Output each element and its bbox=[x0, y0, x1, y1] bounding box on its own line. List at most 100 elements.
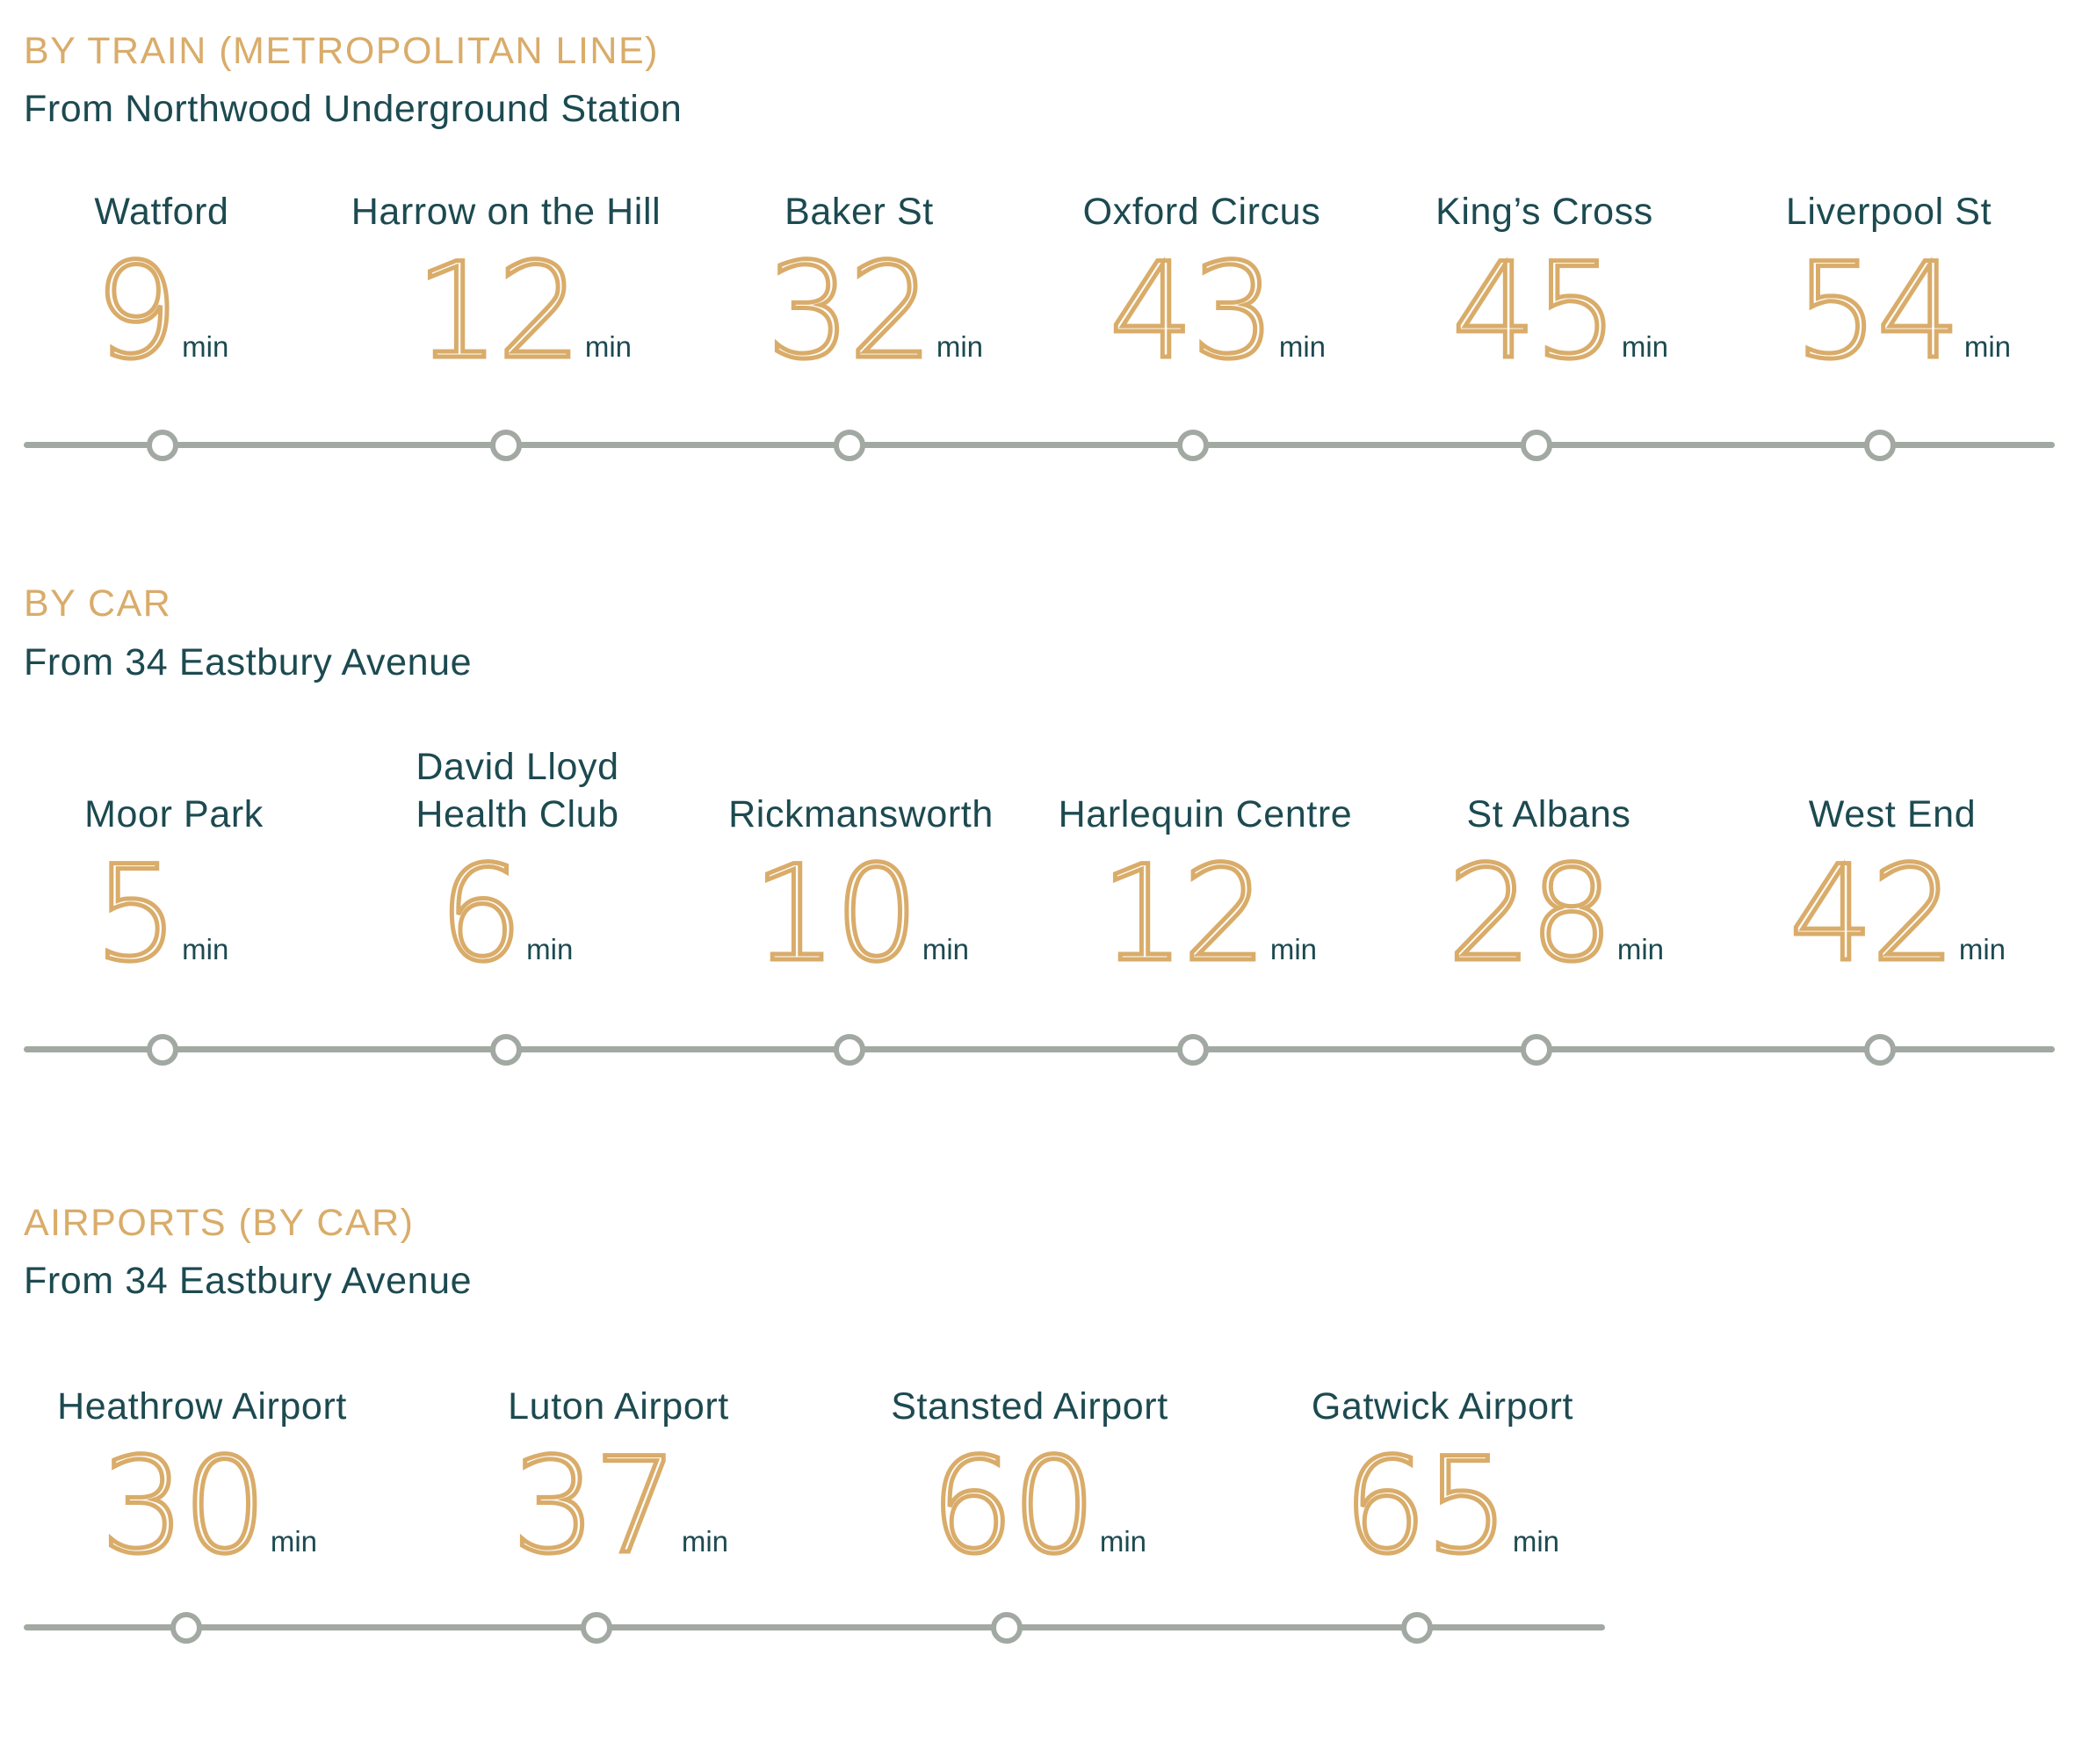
minutes-value: 10 bbox=[750, 838, 921, 991]
train-stop-watford: Watford bbox=[0, 176, 334, 235]
stop-name: David Lloyd Health Club bbox=[416, 746, 619, 835]
stop-name: Baker St bbox=[784, 191, 934, 233]
car-stop-st-albans: St Albans bbox=[1377, 729, 1721, 838]
minutes-unit: min bbox=[681, 1525, 729, 1558]
minutes-unit: min bbox=[1963, 330, 2012, 363]
airport-stop-stansted: Stansted Airport bbox=[857, 1370, 1202, 1430]
route-node bbox=[1401, 1612, 1433, 1644]
minutes-value: 37 bbox=[510, 1430, 680, 1583]
car-stop-david-lloyd: David Lloyd Health Club bbox=[345, 729, 690, 838]
car-stop-harlequin-centre: Harlequin Centre bbox=[1033, 729, 1377, 838]
car-time-moor-park: 5 min bbox=[0, 847, 334, 983]
airport-time-heathrow: 30 min bbox=[37, 1439, 381, 1575]
minutes-value: 65 bbox=[1341, 1430, 1511, 1583]
stop-name: Rickmansworth bbox=[728, 793, 994, 835]
stop-name: Stansted Airport bbox=[891, 1385, 1168, 1428]
car-route-line bbox=[24, 1046, 2055, 1052]
route-node bbox=[147, 430, 178, 461]
car-stop-moor-park: Moor Park bbox=[2, 729, 346, 838]
train-stop-harrow: Harrow on the Hill bbox=[334, 176, 678, 235]
minutes-unit: min bbox=[1958, 933, 2006, 965]
stop-name: Gatwick Airport bbox=[1311, 1385, 1574, 1428]
minutes-unit: min bbox=[936, 330, 984, 363]
minutes-value: 6 bbox=[437, 838, 524, 991]
minutes-value: 30 bbox=[98, 1430, 269, 1583]
train-stop-oxford-circus: Oxford Circus bbox=[1030, 176, 1374, 235]
stop-name: Heathrow Airport bbox=[57, 1385, 347, 1428]
route-node bbox=[170, 1612, 202, 1644]
minutes-unit: min bbox=[270, 1525, 318, 1558]
car-time-harlequin-centre: 12 min bbox=[1037, 847, 1381, 983]
minutes-unit: min bbox=[1512, 1525, 1560, 1558]
route-node bbox=[1864, 430, 1896, 461]
stop-name: Luton Airport bbox=[508, 1385, 729, 1428]
minutes-unit: min bbox=[182, 933, 229, 965]
train-stop-kings-cross: King’s Cross bbox=[1372, 176, 1717, 235]
minutes-value: 12 bbox=[413, 235, 583, 388]
car-stop-rickmansworth: Rickmansworth bbox=[689, 729, 1033, 838]
stop-name: West End bbox=[1808, 793, 1977, 835]
route-node bbox=[991, 1612, 1023, 1644]
minutes-value: 54 bbox=[1792, 235, 1963, 388]
minutes-value: 12 bbox=[1098, 838, 1269, 991]
train-route-line bbox=[24, 442, 2055, 448]
minutes-unit: min bbox=[1099, 1525, 1147, 1558]
car-time-west-end: 42 min bbox=[1725, 847, 2070, 983]
airport-time-stansted: 60 min bbox=[866, 1439, 1211, 1575]
stop-name: Moor Park bbox=[84, 793, 264, 835]
minutes-value: 45 bbox=[1450, 235, 1620, 388]
train-time-oxford-circus: 43 min bbox=[1045, 244, 1390, 380]
car-time-rickmansworth: 10 min bbox=[689, 847, 1033, 983]
route-node bbox=[1864, 1034, 1896, 1066]
train-time-watford: 9 min bbox=[0, 244, 334, 380]
stop-name: Harlequin Centre bbox=[1058, 793, 1353, 835]
minutes-value: 9 bbox=[92, 235, 180, 388]
airport-stop-luton: Luton Airport bbox=[446, 1370, 791, 1430]
stop-name: Harrow on the Hill bbox=[351, 191, 662, 233]
train-stop-liverpool-st: Liverpool St bbox=[1717, 176, 2061, 235]
airport-time-gatwick: 65 min bbox=[1279, 1439, 1623, 1575]
train-time-liverpool-st: 54 min bbox=[1731, 244, 2075, 380]
minutes-value: 28 bbox=[1445, 838, 1616, 991]
car-time-st-albans: 28 min bbox=[1384, 847, 1728, 983]
car-heading: BY CAR bbox=[24, 582, 172, 625]
route-node bbox=[581, 1612, 612, 1644]
train-time-baker-st: 32 min bbox=[703, 244, 1047, 380]
train-time-kings-cross: 45 min bbox=[1388, 244, 1732, 380]
airport-stop-gatwick: Gatwick Airport bbox=[1270, 1370, 1615, 1430]
minutes-value: 32 bbox=[764, 235, 935, 388]
route-node bbox=[490, 430, 522, 461]
route-node bbox=[490, 1034, 522, 1066]
airport-stop-heathrow: Heathrow Airport bbox=[30, 1370, 374, 1430]
route-node bbox=[834, 1034, 865, 1066]
train-stop-baker-st: Baker St bbox=[687, 176, 1031, 235]
minutes-unit: min bbox=[1269, 933, 1318, 965]
minutes-unit: min bbox=[1616, 933, 1665, 965]
airports-route-line bbox=[24, 1624, 1605, 1630]
route-node bbox=[1177, 1034, 1209, 1066]
airports-heading: AIRPORTS (BY CAR) bbox=[24, 1202, 415, 1244]
minutes-unit: min bbox=[1278, 330, 1327, 363]
route-node bbox=[1521, 1034, 1552, 1066]
train-subheading: From Northwood Underground Station bbox=[24, 88, 683, 130]
minutes-value: 60 bbox=[928, 1430, 1098, 1583]
minutes-unit: min bbox=[526, 933, 574, 965]
stop-name: St Albans bbox=[1466, 793, 1631, 835]
minutes-unit: min bbox=[1621, 330, 1669, 363]
minutes-value: 42 bbox=[1787, 838, 1957, 991]
route-node bbox=[1177, 430, 1209, 461]
minutes-unit: min bbox=[584, 330, 633, 363]
stop-name: Liverpool St bbox=[1785, 191, 1992, 233]
car-subheading: From 34 Eastbury Avenue bbox=[24, 641, 473, 683]
train-time-harrow: 12 min bbox=[351, 244, 696, 380]
car-stop-west-end: West End bbox=[1720, 729, 2064, 838]
minutes-unit: min bbox=[182, 330, 229, 363]
stop-name: Watford bbox=[94, 191, 229, 233]
stop-name: King’s Cross bbox=[1435, 191, 1653, 233]
minutes-value: 43 bbox=[1107, 235, 1277, 388]
train-heading: BY TRAIN (METROPOLITAN LINE) bbox=[24, 30, 659, 72]
airports-subheading: From 34 Eastbury Avenue bbox=[24, 1260, 473, 1302]
route-node bbox=[834, 430, 865, 461]
airport-time-luton: 37 min bbox=[448, 1439, 792, 1575]
car-time-david-lloyd: 6 min bbox=[334, 847, 678, 983]
